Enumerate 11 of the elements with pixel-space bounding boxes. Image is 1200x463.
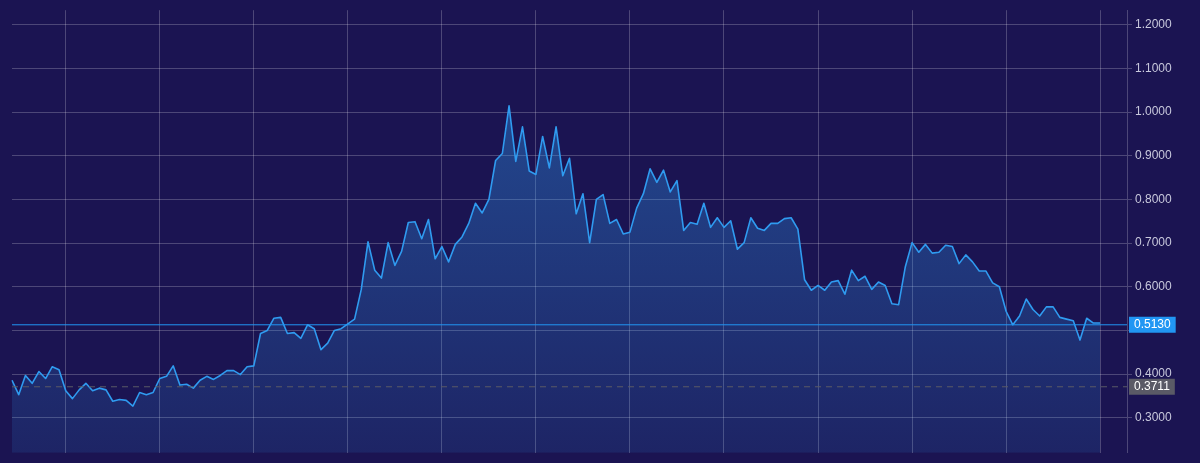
ref-line-label: 0.3711 [1134,379,1171,394]
ref-line-label: 0.5130 [1134,317,1172,332]
y-tick-label: 1.0000 [1135,104,1173,119]
y-tick-label: 0.8000 [1135,191,1173,206]
y-tick-label: 0.9000 [1135,148,1173,163]
y-tick-label: 1.2000 [1135,16,1173,31]
y-tick-label: 0.6000 [1135,279,1173,294]
y-tick-label: 0.4000 [1135,366,1173,381]
y-tick-label: 1.1000 [1135,60,1173,75]
y-tick-label: 0.7000 [1135,235,1173,250]
y-tick-label: 0.3000 [1135,410,1173,425]
